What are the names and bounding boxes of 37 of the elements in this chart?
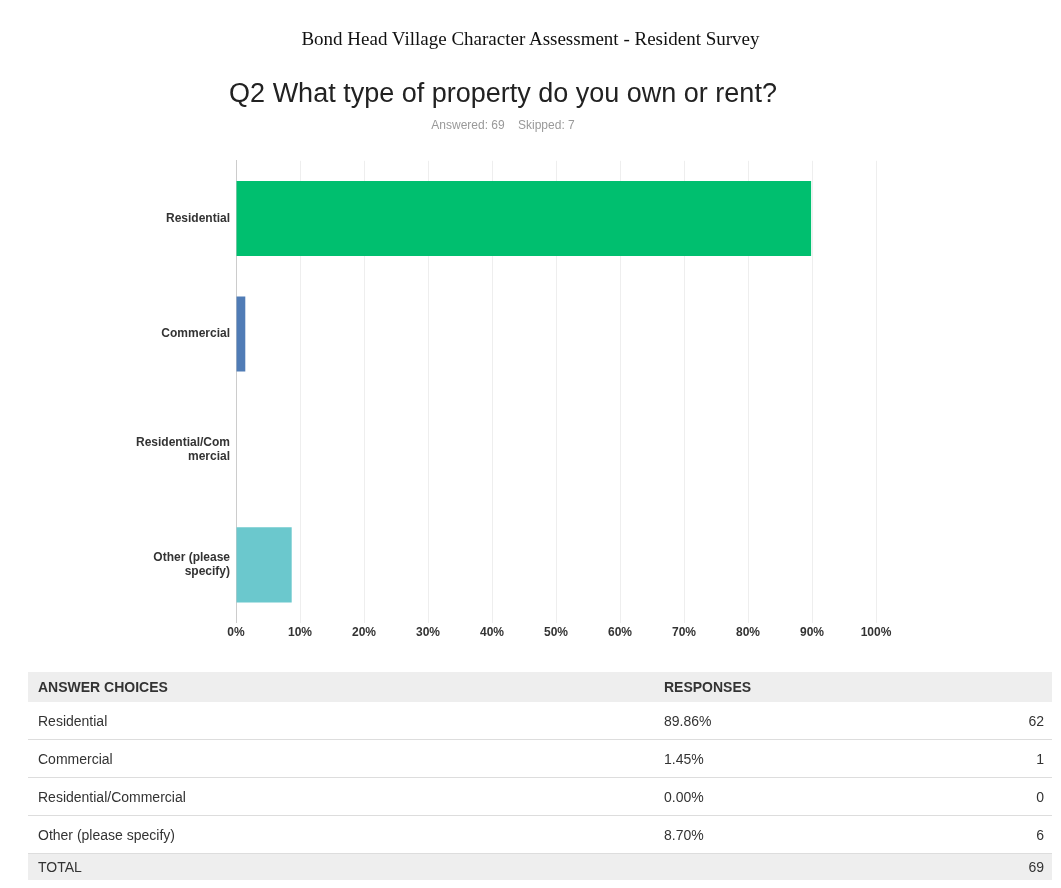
- text: 8.70%: [664, 826, 704, 843]
- data-label: 0: [1035, 788, 1045, 805]
- text: 0.00%: [664, 788, 704, 805]
- data-label: 62: [1027, 712, 1045, 729]
- text: ANSWER CHOICES: [37, 679, 169, 695]
- x-tick-label: 30%: [416, 625, 441, 640]
- text: TOTAL: [37, 859, 83, 875]
- x-tick-label: 0%: [227, 625, 246, 640]
- x-tick-label: 60%: [607, 625, 633, 640]
- text: Bond Head Village Character Assessment - Resident Survey: [300, 27, 761, 51]
- x-tick-label: 100%: [860, 625, 892, 640]
- x-tick-label: 90%: [799, 625, 825, 640]
- text: 89.86%: [664, 712, 712, 729]
- text: RESPONSES: [664, 679, 753, 695]
- category-label: Residential: [37, 712, 109, 729]
- y-tick-label: Residential/Commercial: [135, 434, 231, 463]
- bar: [236, 527, 292, 603]
- text: 69: [1028, 859, 1044, 875]
- data-label: 1: [1035, 750, 1045, 767]
- category-label: Other (please specify): [37, 826, 176, 843]
- x-tick-label: 50%: [543, 625, 569, 640]
- x-tick-label: 80%: [735, 625, 761, 640]
- x-tick-label: 40%: [480, 625, 505, 640]
- x-tick-label: 10%: [288, 625, 313, 640]
- x-tick-label: 20%: [352, 625, 377, 640]
- data-label: 6: [1035, 826, 1045, 843]
- chart-title: Q2 What type of property do you own or rent?: [229, 77, 777, 108]
- category-label: Commercial: [37, 750, 114, 767]
- category-label: Residential/Commercial: [37, 788, 187, 805]
- y-tick-label: Residential: [165, 210, 231, 225]
- text: 1.45%: [664, 750, 704, 767]
- bar: [236, 181, 812, 257]
- bar: [236, 296, 246, 372]
- chart-subtitle: Answered: 69 Skipped: 7: [431, 117, 576, 132]
- y-tick-label: Other (please specify): [153, 549, 231, 579]
- y-tick-label: Commercial: [161, 326, 231, 341]
- x-tick-label: 70%: [671, 625, 697, 640]
